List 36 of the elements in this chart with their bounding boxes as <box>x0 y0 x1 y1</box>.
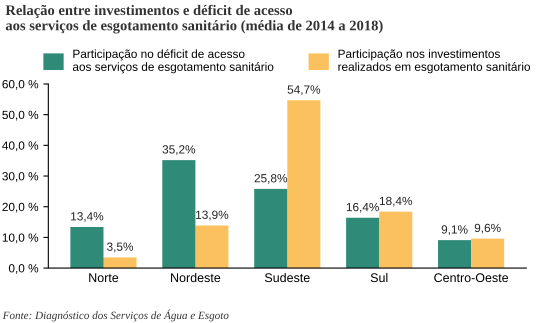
chart-title: Relação entre investimentos e déficit de acesso aos serviços de esgotamento sanitário (média de 2014 a 2018) <box>6 4 383 34</box>
x-tick-label: Nordeste <box>171 272 220 282</box>
source-note: Fonte: Diagnóstico dos Serviços de Água e Esgoto <box>2 310 229 322</box>
data-label: 9,6% <box>474 224 501 234</box>
x-tick-label: Centro-Oeste <box>434 273 508 282</box>
y-tick-label: 30,0 % <box>2 172 38 182</box>
bar <box>379 212 412 268</box>
bar <box>346 218 380 268</box>
bar <box>471 238 504 268</box>
data-label: 3,5% <box>107 242 134 252</box>
bar <box>287 100 320 268</box>
x-tick-label: Sul <box>370 272 388 282</box>
data-label: 13,4% <box>71 212 104 222</box>
data-label: 35,2% <box>162 145 196 155</box>
bar <box>195 225 228 268</box>
data-label: 16,4% <box>346 202 379 213</box>
legend-label: Participação no déficit de acesso aos serviços de esgotamento sanitário <box>72 49 274 74</box>
y-tick-label: 20,0 % <box>2 202 38 213</box>
data-label: 9,1% <box>442 225 468 236</box>
bar <box>254 188 288 268</box>
y-tick-label: 10,0 % <box>2 233 38 244</box>
data-label: 25,8% <box>254 174 288 184</box>
y-tick-label: 0,0 % <box>8 264 38 274</box>
data-label: 18,4% <box>380 196 412 207</box>
data-label: 54,7% <box>288 85 320 96</box>
y-tick-label: 40,0 % <box>2 141 38 152</box>
x-tick-label: Norte <box>89 273 118 282</box>
legend-label: Participação nos investimentos realizados em esgotamento sanitário <box>338 49 530 74</box>
y-tick-label: 60,0 % <box>2 80 38 90</box>
bar <box>103 257 137 268</box>
x-tick-label: Sudeste <box>264 272 310 282</box>
y-tick-label: 50,0 % <box>2 110 38 120</box>
bar <box>438 240 472 268</box>
bar <box>70 226 104 268</box>
data-label: 13,9% <box>196 210 228 220</box>
bar <box>162 160 196 268</box>
